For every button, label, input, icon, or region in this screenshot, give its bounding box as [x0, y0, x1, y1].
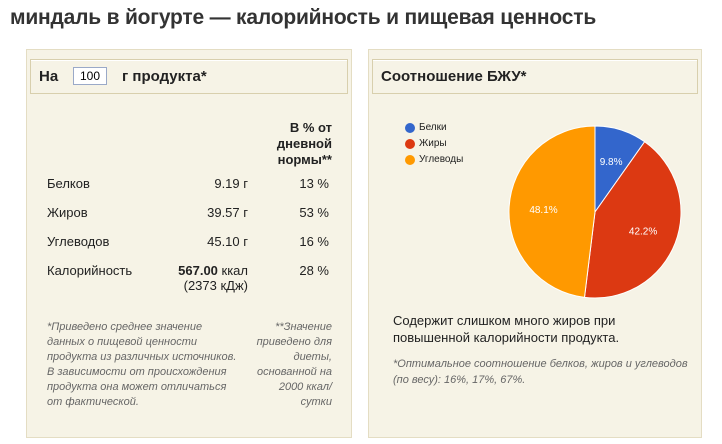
calories-amount: 567.00 ккал	[178, 263, 248, 278]
header-prefix: На	[39, 68, 59, 85]
nutrient-percent: 28 %	[299, 263, 329, 278]
macro-ratio-title: Соотношение БЖУ*	[381, 68, 527, 85]
macro-note: Содержит слишком много жиров при повышен…	[393, 313, 620, 345]
legend-label: Жиры	[419, 138, 447, 149]
nutrition-panel: На г продукта* В % от дневной нормы** Бе…	[26, 49, 352, 438]
nutrient-label: Калорийность	[47, 263, 133, 278]
macro-ratio-panel: Соотношение БЖУ* Белки Жиры Углеводы 9.8…	[368, 49, 702, 438]
legend-item: Углеводы	[405, 152, 463, 168]
page-title: миндаль в йогурте — калорийность и пищев…	[10, 6, 597, 29]
pie-slice-2	[508, 125, 596, 298]
nutrient-amount: 9.19 г	[214, 176, 248, 191]
pie-slice-label: 42.2%	[629, 227, 657, 238]
macro-ratio-header: Соотношение БЖУ*	[372, 59, 698, 94]
pie-slice-label: 48.1%	[529, 205, 557, 216]
daily-norm-column-header: В % от дневной нормы**	[276, 120, 332, 167]
quantity-input[interactable]	[73, 67, 107, 85]
nutrient-percent: 53 %	[299, 205, 329, 220]
calories-kj: (2373 кДж)	[183, 278, 248, 293]
nutrient-label: Углеводов	[47, 234, 110, 249]
footnote-source: *Приведено среднее значение данных о пищ…	[47, 321, 237, 408]
macro-pie-chart: 9.8% 42.2% 48.1%	[508, 125, 682, 299]
legend-dot	[405, 155, 415, 165]
legend-item: Жиры	[405, 136, 463, 152]
macro-footnote: *Оптимальное соотношение белков, жиров и…	[393, 358, 688, 386]
nutrient-label: Белков	[47, 176, 90, 191]
pie-slice-label: 9.8%	[600, 157, 623, 168]
footnote-diet: **Значение приведено для диеты, основанн…	[256, 321, 332, 408]
nutrition-panel-header: На г продукта*	[30, 59, 348, 94]
chart-legend: Белки Жиры Углеводы	[405, 120, 463, 168]
nutrient-amount: 39.57 г	[207, 205, 248, 220]
calories-unit: ккал	[217, 263, 248, 278]
nutrient-label: Жиров	[47, 205, 88, 220]
legend-dot	[405, 139, 415, 149]
legend-item: Белки	[405, 120, 463, 136]
nutrient-percent: 13 %	[299, 176, 329, 191]
calories-value: 567.00	[178, 263, 218, 278]
legend-label: Углеводы	[419, 154, 464, 165]
legend-label: Белки	[419, 122, 447, 133]
pie-slice-1	[583, 141, 682, 299]
legend-dot	[405, 123, 415, 133]
nutrient-amount: 45.10 г	[207, 234, 248, 249]
header-suffix: г продукта*	[122, 68, 207, 85]
nutrient-percent: 16 %	[299, 234, 329, 249]
